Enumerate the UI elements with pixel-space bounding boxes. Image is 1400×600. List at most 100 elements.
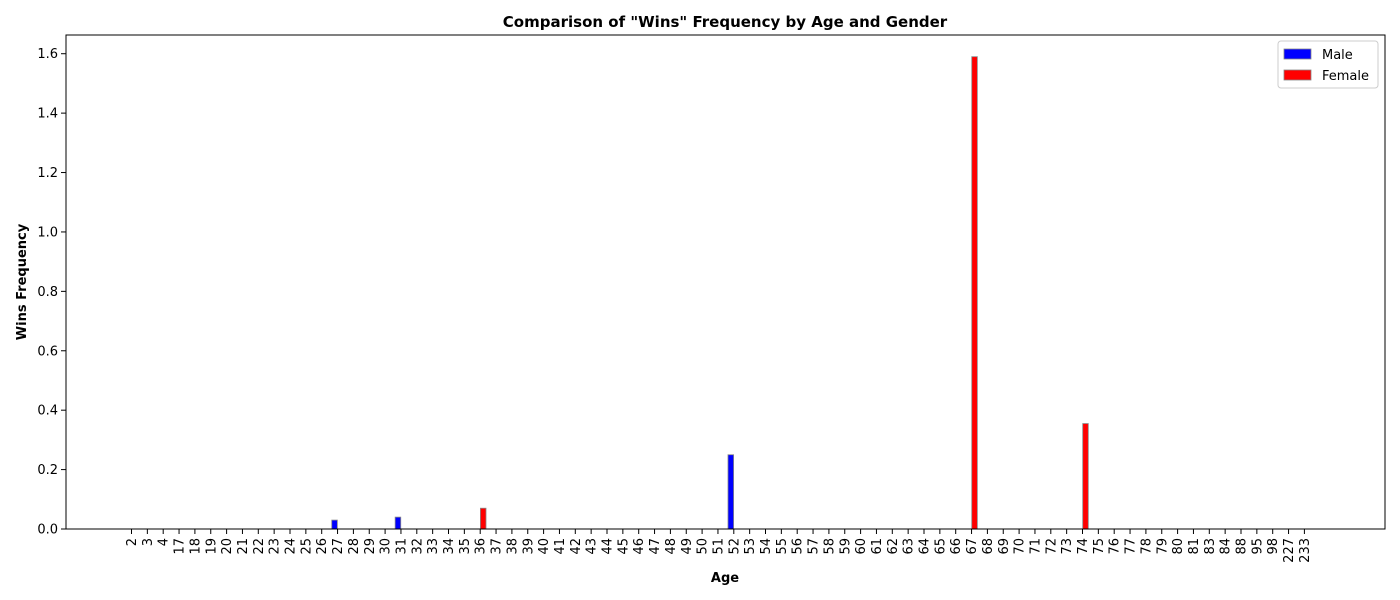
legend-label-male: Male	[1322, 48, 1353, 63]
y-tick-label: 1.0	[37, 225, 58, 240]
x-tick-label: 56	[791, 538, 806, 555]
x-tick-label: 75	[1092, 538, 1107, 555]
x-tick-label: 18	[188, 538, 203, 555]
x-tick-label: 64	[918, 538, 933, 555]
x-tick-label: 78	[1139, 538, 1154, 555]
x-tick-label: 37	[490, 538, 505, 555]
x-tick-label: 3	[141, 538, 156, 546]
x-tick-label: 71	[1028, 538, 1043, 555]
x-tick-label: 72	[1044, 538, 1059, 555]
x-tick-label: 36	[474, 538, 489, 555]
x-tick-label: 29	[363, 538, 378, 555]
y-tick-label: 0.6	[37, 344, 58, 359]
bar-female	[1082, 423, 1089, 530]
x-tick-label: 227	[1282, 538, 1297, 563]
y-tick-label: 0.0	[37, 523, 58, 538]
x-tick-label: 62	[886, 538, 901, 555]
x-tick-label: 55	[775, 538, 790, 555]
x-tick-label: 84	[1219, 538, 1234, 555]
x-tick-label: 17	[173, 538, 188, 555]
bar-male	[331, 519, 338, 530]
plot-frame	[65, 34, 1386, 530]
x-tick-label: 69	[997, 538, 1012, 555]
x-tick-label: 88	[1235, 538, 1250, 555]
x-tick-label: 77	[1124, 538, 1139, 555]
x-tick-label: 67	[965, 538, 980, 555]
x-tick-label: 27	[331, 538, 346, 555]
x-tick-label: 233	[1298, 538, 1313, 563]
x-tick-label: 98	[1266, 538, 1281, 555]
x-axis-label: Age	[711, 571, 739, 586]
x-tick-label: 35	[458, 538, 473, 555]
x-tick-label: 24	[284, 538, 299, 555]
y-tick-label: 0.2	[37, 463, 58, 478]
bar-male	[394, 516, 402, 530]
chart-title: Comparison of "Wins" Frequency by Age an…	[503, 13, 948, 31]
x-tick-label: 54	[759, 538, 774, 555]
x-tick-label: 65	[933, 538, 948, 555]
bars	[331, 56, 1089, 530]
x-tick-label: 19	[204, 538, 219, 555]
x-tick-label: 63	[902, 538, 917, 555]
x-tick-label: 59	[838, 538, 853, 555]
x-tick-label: 83	[1203, 538, 1218, 555]
x-tick-label: 2	[125, 538, 140, 546]
x-tick-label: 44	[601, 538, 616, 555]
x-tick-label: 40	[537, 538, 552, 555]
legend: Male Female	[1277, 40, 1379, 89]
bar-female	[479, 507, 487, 530]
legend-swatch-male	[1283, 48, 1312, 60]
x-tick-label: 61	[870, 538, 885, 555]
x-tick-label: 4	[157, 538, 172, 546]
y-tick-label: 1.4	[37, 107, 58, 122]
x-tick-label: 46	[632, 538, 647, 555]
x-tick-label: 26	[315, 538, 330, 555]
x-tick-label: 68	[981, 538, 996, 555]
x-tick-label: 22	[252, 538, 267, 555]
x-tick-label: 50	[696, 538, 711, 555]
legend-swatch-female	[1283, 69, 1312, 81]
x-tick-label: 33	[426, 538, 441, 555]
x-tick-label: 23	[268, 538, 283, 555]
x-tick-label: 51	[711, 538, 726, 555]
x-tick-label: 42	[569, 538, 584, 555]
x-tick-label: 66	[949, 538, 964, 555]
y-tick-label: 1.2	[37, 166, 58, 181]
y-tick-label: 1.6	[37, 47, 58, 62]
x-tick-label: 70	[1013, 538, 1028, 555]
x-tick-label: 73	[1060, 538, 1075, 555]
y-axis: 0.0 0.2 0.4 0.6 0.8 1.0 1.2 1.4 1.6	[37, 47, 66, 538]
bar-male	[727, 454, 734, 530]
x-tick-label: 43	[585, 538, 600, 555]
x-tick-label: 76	[1108, 538, 1123, 555]
x-tick-label: 41	[553, 538, 568, 555]
x-tick-label: 38	[505, 538, 520, 555]
x-tick-label: 30	[379, 538, 394, 555]
bar-female	[971, 56, 978, 530]
x-tick-label: 52	[727, 538, 742, 555]
x-tick-label: 25	[299, 538, 314, 555]
y-axis-label: Wins Frequency	[15, 223, 30, 340]
x-tick-label: 47	[648, 538, 663, 555]
x-tick-label: 57	[807, 538, 822, 555]
x-tick-label: 74	[1076, 538, 1091, 555]
x-tick-label: 60	[854, 538, 869, 555]
x-axis: 2 3 4 17 18 19 20 21 22 23 24 25 26 27 28 29 30 31 32 33 34 3…	[125, 529, 1313, 563]
x-tick-label: 21	[236, 538, 251, 555]
x-tick-label: 28	[347, 538, 362, 555]
x-tick-label: 95	[1250, 538, 1265, 555]
x-tick-label: 49	[680, 538, 695, 555]
x-tick-label: 39	[521, 538, 536, 555]
x-tick-label: 20	[220, 538, 235, 555]
x-tick-label: 34	[442, 538, 457, 555]
x-tick-label: 58	[822, 538, 837, 555]
x-tick-label: 81	[1187, 538, 1202, 555]
x-tick-label: 31	[394, 538, 409, 555]
x-tick-label: 32	[410, 538, 425, 555]
y-tick-label: 0.4	[37, 404, 58, 419]
legend-label-female: Female	[1322, 69, 1369, 84]
x-tick-label: 53	[743, 538, 758, 555]
y-tick-label: 0.8	[37, 285, 58, 300]
x-tick-label: 79	[1155, 538, 1170, 555]
